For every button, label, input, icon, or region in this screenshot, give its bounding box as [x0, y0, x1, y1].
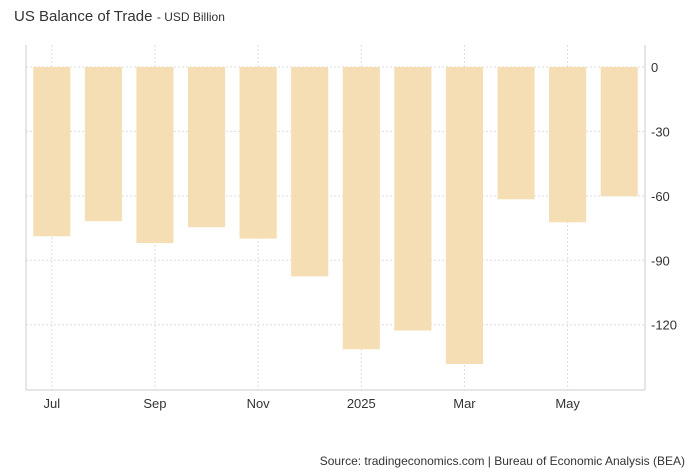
x-tick-label: May: [555, 396, 580, 411]
y-tick-label: 0: [651, 60, 658, 75]
chart-subtitle: - USD Billion: [156, 10, 225, 24]
bar: [187, 67, 226, 228]
x-tick-label: Sep: [143, 396, 166, 411]
x-tick-label: Nov: [247, 396, 271, 411]
bar: [549, 67, 587, 223]
bar: [291, 67, 329, 277]
x-tick-label: 2025: [347, 396, 376, 411]
x-tick-label: Jul: [43, 396, 60, 411]
x-tick-label: Mar: [453, 396, 476, 411]
y-tick-label: -60: [651, 189, 670, 204]
bar: [394, 67, 432, 331]
y-tick-label: -90: [651, 253, 670, 268]
bar: [497, 67, 535, 200]
bar: [84, 67, 122, 222]
y-tick-label: -30: [651, 124, 670, 139]
bar: [33, 67, 71, 237]
source-credit: Source: tradingeconomics.com | Bureau of…: [319, 454, 685, 468]
bar: [342, 67, 380, 350]
bar: [239, 67, 277, 239]
y-tick-label: -120: [651, 318, 677, 333]
bar: [600, 67, 638, 197]
chart-title-row: US Balance of Trade - USD Billion: [14, 8, 225, 26]
bar: [445, 67, 484, 364]
bar: [136, 67, 174, 244]
chart-title: US Balance of Trade: [14, 8, 153, 25]
